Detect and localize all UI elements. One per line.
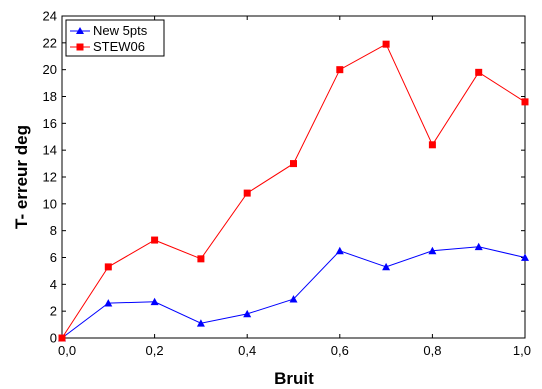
data-point-new-5pts [521, 253, 529, 261]
y-tick-label: 8 [50, 223, 57, 238]
data-point-new-5pts [428, 246, 437, 255]
y-tick-label: 14 [43, 143, 57, 158]
data-point-stew06 [382, 40, 390, 48]
data-point-stew06 [197, 255, 205, 263]
data-point-stew06 [104, 263, 112, 271]
x-tick-label: 0,2 [146, 343, 164, 358]
data-point-stew06 [521, 98, 529, 106]
y-tick-label: 16 [43, 116, 57, 131]
legend-label-stew06: STEW06 [93, 39, 145, 54]
y-tick-label: 2 [50, 304, 57, 319]
data-point-stew06 [58, 334, 66, 342]
data-point-stew06 [428, 141, 436, 149]
y-tick-label: 10 [43, 196, 57, 211]
y-tick-label: 4 [50, 277, 57, 292]
data-point-new-5pts [382, 262, 391, 271]
y-tick-label: 6 [50, 250, 57, 265]
y-tick-label: 24 [43, 9, 57, 24]
data-point-new-5pts [104, 299, 113, 307]
legend-marker-stew06 [76, 43, 84, 51]
series-stew06 [58, 40, 529, 342]
x-tick-label: 1,0 [513, 343, 531, 358]
x-tick-label: 0,0 [58, 343, 76, 358]
y-axis-title: T- erreur deg [12, 125, 31, 229]
data-point-new-5pts [335, 246, 344, 255]
x-tick-label: 0,8 [423, 343, 441, 358]
data-point-stew06 [290, 160, 297, 168]
data-point-new-5pts [289, 295, 298, 303]
data-point-new-5pts [150, 297, 159, 306]
data-point-stew06 [336, 66, 344, 74]
data-point-stew06 [151, 236, 159, 244]
legend-marker-new-5pts [76, 27, 84, 34]
y-tick-label: 22 [43, 35, 57, 50]
plot-area [61, 15, 526, 339]
series-layer [58, 40, 529, 342]
y-tick-label: 18 [43, 89, 57, 104]
data-point-new-5pts [243, 309, 252, 318]
data-point-new-5pts [474, 242, 483, 251]
legend-label-new-5pts: New 5pts [93, 23, 148, 38]
data-point-stew06 [475, 68, 483, 76]
legend: New 5pts STEW06 [65, 19, 165, 57]
y-tick-label: 0 [50, 331, 57, 346]
y-tick-label: 12 [43, 170, 57, 185]
x-tick-label: 0,4 [238, 343, 256, 358]
y-tick-label: 20 [43, 62, 57, 77]
data-point-new-5pts [196, 319, 205, 327]
x-tick-label: 0,6 [331, 343, 349, 358]
x-axis-title: Bruit [274, 369, 314, 388]
data-point-stew06 [243, 189, 251, 197]
